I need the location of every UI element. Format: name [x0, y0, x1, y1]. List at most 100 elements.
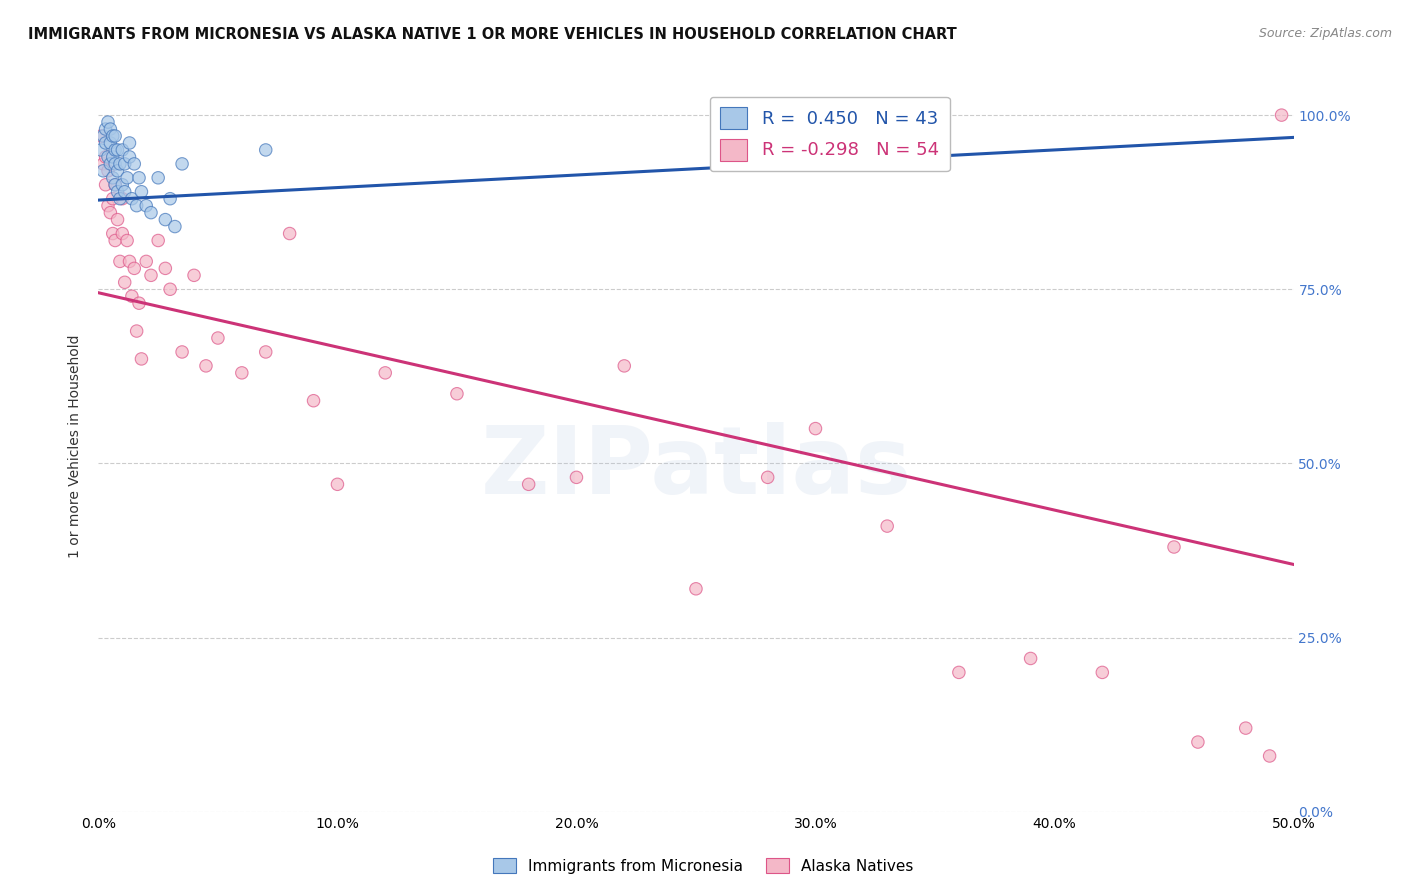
Point [97, 199, 120, 213]
Point [254, 345, 277, 359]
Text: ZIPatlas: ZIPatlas [481, 422, 911, 514]
Point [1258, 749, 1281, 764]
Point [1091, 665, 1114, 680]
Point [98, 205, 122, 219]
Point [121, 192, 143, 206]
Point [1163, 540, 1185, 554]
Point [326, 477, 349, 491]
Point [374, 366, 396, 380]
Point [1271, 108, 1294, 122]
Point [159, 192, 181, 206]
Point [183, 268, 205, 283]
Point [94, 178, 117, 192]
Point [111, 143, 134, 157]
Point [135, 199, 157, 213]
Point [111, 192, 134, 206]
Point [172, 157, 194, 171]
Point [613, 359, 636, 373]
Point [148, 234, 170, 248]
Point [98, 122, 122, 136]
Point [118, 254, 141, 268]
Point [135, 254, 157, 268]
Point [131, 351, 153, 366]
Point [207, 331, 229, 345]
Point [114, 185, 136, 199]
Point [565, 470, 588, 484]
Point [118, 136, 141, 150]
Point [104, 178, 127, 192]
Point [128, 296, 150, 310]
Point [124, 157, 146, 171]
Point [756, 470, 779, 484]
Point [104, 128, 127, 143]
Point [97, 164, 120, 178]
Point [101, 150, 124, 164]
Point [115, 234, 138, 248]
Point [91, 164, 114, 178]
Point [108, 157, 131, 171]
Point [118, 150, 141, 164]
Point [139, 268, 162, 283]
Point [172, 345, 194, 359]
Point [804, 108, 827, 122]
Point [101, 128, 124, 143]
Point [139, 205, 162, 219]
Point [111, 227, 134, 241]
Point [90, 128, 112, 143]
Point [108, 254, 131, 268]
Point [107, 185, 129, 199]
Point [685, 582, 707, 596]
Point [163, 219, 186, 234]
Point [302, 393, 325, 408]
Point [104, 178, 127, 192]
Text: Source: ZipAtlas.com: Source: ZipAtlas.com [1258, 27, 1392, 40]
Legend: Immigrants from Micronesia, Alaska Natives: Immigrants from Micronesia, Alaska Nativ… [486, 852, 920, 880]
Point [231, 366, 253, 380]
Point [97, 150, 120, 164]
Point [517, 477, 540, 491]
Point [104, 157, 127, 171]
Point [131, 185, 153, 199]
Point [155, 212, 177, 227]
Point [107, 143, 129, 157]
Point [104, 143, 127, 157]
Point [94, 136, 117, 150]
Point [148, 170, 170, 185]
Point [91, 128, 114, 143]
Point [115, 170, 138, 185]
Point [114, 157, 136, 171]
Point [114, 275, 136, 289]
Point [101, 170, 124, 185]
Point [94, 150, 117, 164]
Point [101, 227, 124, 241]
Point [94, 122, 117, 136]
Point [91, 157, 114, 171]
Point [121, 289, 143, 303]
Point [195, 359, 218, 373]
Point [278, 227, 301, 241]
Point [254, 143, 277, 157]
Point [948, 665, 970, 680]
Point [111, 178, 134, 192]
Point [104, 234, 127, 248]
Point [1019, 651, 1042, 665]
Point [804, 421, 827, 435]
Point [107, 212, 129, 227]
Point [124, 261, 146, 276]
Point [98, 157, 122, 171]
Text: IMMIGRANTS FROM MICRONESIA VS ALASKA NATIVE 1 OR MORE VEHICLES IN HOUSEHOLD CORR: IMMIGRANTS FROM MICRONESIA VS ALASKA NAT… [28, 27, 957, 42]
Point [90, 143, 112, 157]
Point [97, 115, 120, 129]
Point [101, 192, 124, 206]
Point [876, 519, 898, 533]
Point [125, 324, 148, 338]
Legend: R =  0.450   N = 43, R = -0.298   N = 54: R = 0.450 N = 43, R = -0.298 N = 54 [710, 96, 950, 171]
Point [98, 136, 122, 150]
Y-axis label: 1 or more Vehicles in Household: 1 or more Vehicles in Household [69, 334, 83, 558]
Point [446, 386, 468, 401]
Point [159, 282, 181, 296]
Point [155, 261, 177, 276]
Point [1187, 735, 1209, 749]
Point [107, 164, 129, 178]
Point [128, 170, 150, 185]
